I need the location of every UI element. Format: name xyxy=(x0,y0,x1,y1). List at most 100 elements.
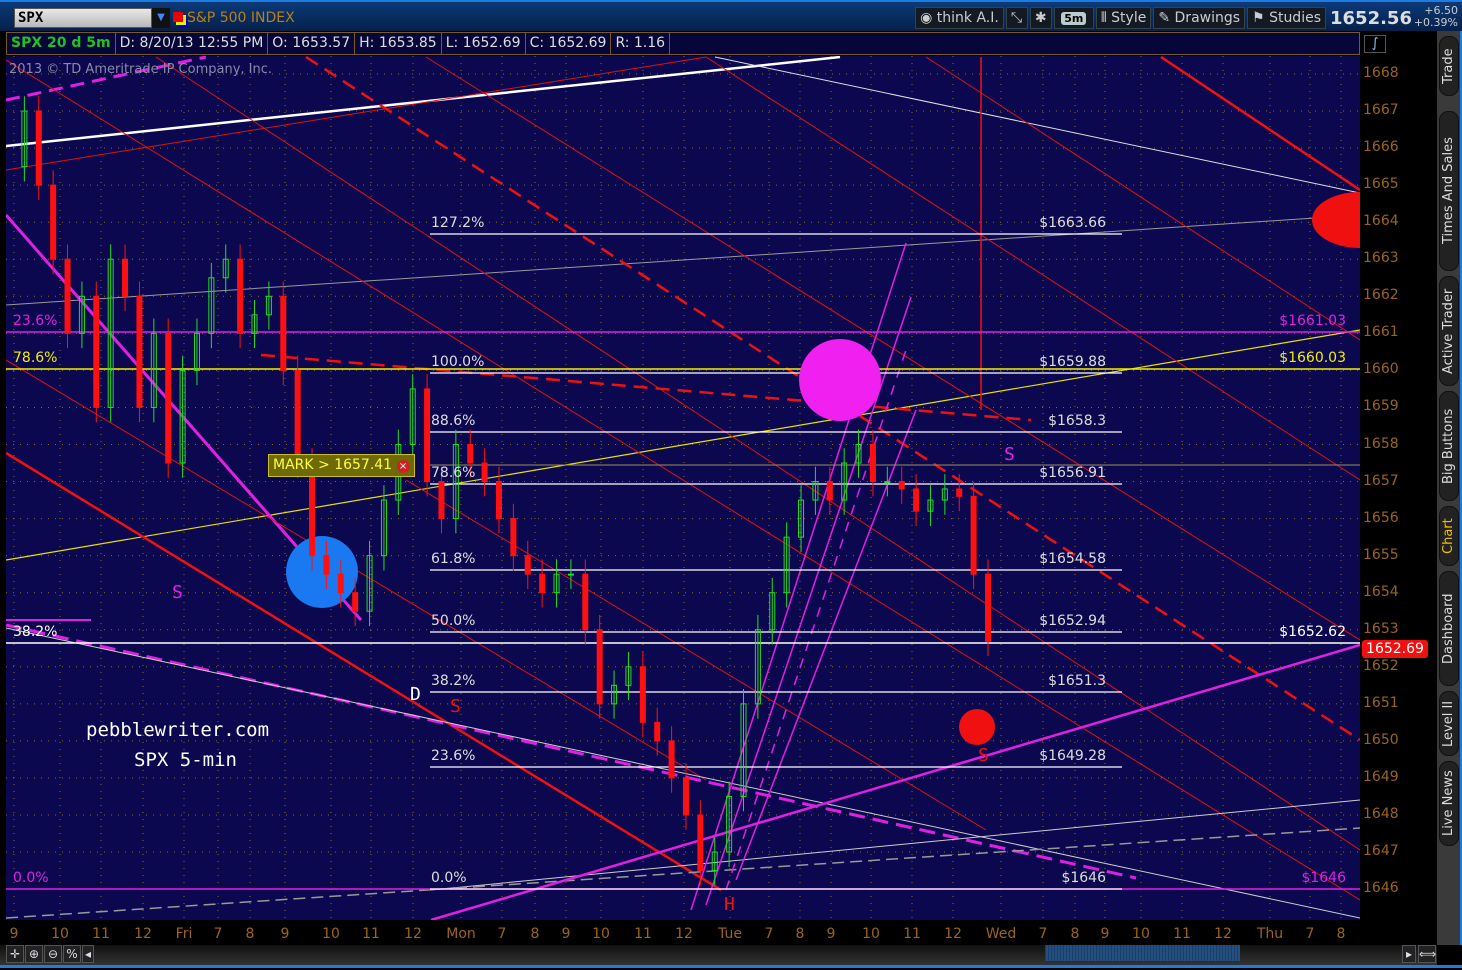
fib-pct-label: 127.2% xyxy=(431,215,485,231)
candle-body xyxy=(481,462,488,483)
mark-price-label: MARK > 1657.41 × xyxy=(268,454,415,477)
candle-body xyxy=(122,258,129,297)
side-tab-level-ii[interactable]: Level II xyxy=(1439,691,1459,756)
studies-button[interactable]: ⚑ Studies xyxy=(1247,7,1326,29)
chart-title[interactable]: SPX 20 d 5m xyxy=(7,33,116,54)
price-tick-label: 1656 xyxy=(1363,509,1399,526)
zoom-out-button[interactable]: ⊖ xyxy=(44,945,62,963)
fib-pct-label: 61.8% xyxy=(431,551,476,567)
candle-body xyxy=(639,666,646,723)
price-tick-label: 1646 xyxy=(1363,880,1399,897)
toolbar-buttons: ◉ think A.I. ⤡ ✱ 5m ⫴ Style ✎ Drawings ⚑… xyxy=(915,7,1326,29)
percent-icon: % xyxy=(66,947,78,961)
bar-high: H: 1653.85 xyxy=(355,33,442,54)
channel-line-magenta xyxy=(735,409,917,881)
candle-body xyxy=(596,629,603,705)
time-tick-label: 12 xyxy=(1214,926,1232,942)
time-tick-label: 12 xyxy=(404,926,422,942)
time-axis[interactable]: 9 10 11 12 Fri 7 8 9 10 11 12 Mon 7 8 9 10 11 12 Tue 7 8 9 10 1… xyxy=(6,920,1360,945)
drawing-tools-button[interactable]: ⤡ xyxy=(1005,7,1028,29)
level-pct-label: 0.0% xyxy=(13,870,49,886)
red-ellipse xyxy=(1312,192,1360,248)
level-price-label: $1652.62 xyxy=(1279,624,1346,640)
expand-button[interactable]: ⟺ xyxy=(1418,945,1436,963)
copyright-text: 2013 © TD Ameritrade IP Company, Inc. xyxy=(9,62,273,77)
side-tab-active-trader[interactable]: Active Trader xyxy=(1439,276,1459,386)
channel-line-magenta xyxy=(705,296,912,906)
side-tab-dashboard[interactable]: Dashboard xyxy=(1439,571,1459,686)
think-ai-button[interactable]: ◉ think A.I. xyxy=(915,7,1004,29)
pan-button[interactable]: ✛ xyxy=(6,945,24,963)
price-axis[interactable]: 1668 1667 1666 1665 1664 1663 1662 1661 1660 1659… xyxy=(1360,56,1437,920)
fib-price-label: $1649.28 xyxy=(1039,748,1106,764)
level-pct-label: 78.6% xyxy=(13,350,58,366)
pattern-marker: S xyxy=(978,745,989,766)
scroll-left-button[interactable]: ◂ xyxy=(82,945,94,963)
study-toggle-button[interactable]: ∫ xyxy=(1364,35,1386,53)
candle-body xyxy=(50,184,57,260)
curve-icon: ∫ xyxy=(1371,36,1379,51)
symbol-input[interactable]: SPX xyxy=(14,8,152,28)
price-tick-label: 1650 xyxy=(1363,731,1399,748)
candle-icon: ⫴ xyxy=(1100,10,1107,26)
time-tick-label: Mon xyxy=(446,926,476,942)
candle-body xyxy=(352,592,359,612)
style-button[interactable]: ⫴ Style xyxy=(1095,7,1152,29)
chart-plot-area[interactable]: 2013 © TD Ameritrade IP Company, Inc. 12… xyxy=(6,56,1360,920)
price-tick-label: 1648 xyxy=(1363,806,1399,822)
fib-price-label: $1646 xyxy=(1061,870,1106,886)
symbol-link-icon[interactable] xyxy=(173,12,183,22)
fib-pct-label: 88.6% xyxy=(431,413,476,429)
fib-pct-label: 50.0% xyxy=(431,613,476,629)
style-label: Style xyxy=(1111,10,1147,26)
chart-svg xyxy=(6,56,1360,920)
pencil-icon: ✎ xyxy=(1158,10,1171,26)
candle-body xyxy=(711,851,718,872)
trendline-magenta xyxy=(430,643,1360,920)
close-icon[interactable]: × xyxy=(396,460,410,473)
zoom-in-button[interactable]: ⊕ xyxy=(25,945,43,963)
settings-button[interactable]: ✱ xyxy=(1029,7,1052,29)
scroll-right-button[interactable]: ▸ xyxy=(1402,945,1416,963)
studies-label: Studies xyxy=(1269,10,1321,26)
fib-pct-label: 78.6% xyxy=(431,465,476,481)
percent-button[interactable]: % xyxy=(63,945,81,963)
pattern-marker: S xyxy=(450,696,461,717)
symbol-dropdown-icon[interactable]: ▼ xyxy=(152,8,170,28)
channel-line-magenta xyxy=(725,349,907,891)
timeframe-button[interactable]: 5m xyxy=(1053,7,1094,29)
time-tick-label: 7 xyxy=(497,926,507,942)
side-tab-big-buttons[interactable]: Big Buttons xyxy=(1439,391,1459,501)
drawings-button[interactable]: ✎ Drawings xyxy=(1153,7,1246,29)
price-tick-label: 1651 xyxy=(1363,694,1399,711)
arrow-right-icon: ▸ xyxy=(1405,947,1413,961)
time-tick-label: 8 xyxy=(1336,926,1346,942)
time-tick-label: 8 xyxy=(795,926,805,942)
horizontal-scrollbar[interactable] xyxy=(1045,945,1240,961)
time-tick-label: 12 xyxy=(675,926,693,942)
side-tab-live-news[interactable]: Live News xyxy=(1439,761,1459,846)
pattern-marker: S xyxy=(1004,444,1015,465)
bar-date: D: 8/20/13 12:55 PM xyxy=(116,33,269,54)
time-tick-label: 8 xyxy=(245,926,255,942)
zoom-out-icon: ⊖ xyxy=(47,947,59,961)
candle-body xyxy=(294,369,301,464)
side-tab-trade[interactable]: Trade xyxy=(1439,36,1459,96)
side-tab-chart[interactable]: Chart xyxy=(1439,506,1459,566)
candle-body xyxy=(107,258,114,408)
fib-pct-label: 0.0% xyxy=(431,870,467,886)
candle-body xyxy=(265,295,272,316)
fib-price-label: $1654.58 xyxy=(1039,551,1106,567)
candle-body xyxy=(783,536,790,594)
think-ai-icon: ◉ xyxy=(920,10,933,26)
price-tick-label: 1664 xyxy=(1363,213,1399,230)
arrow-left-icon: ◂ xyxy=(84,947,92,961)
time-tick-label: 10 xyxy=(322,926,340,942)
time-tick-label: 7 xyxy=(213,926,223,942)
watermark-caption: SPX 5-min xyxy=(134,749,237,771)
trendline-gray xyxy=(6,214,1360,306)
candle-body xyxy=(611,684,618,705)
side-tab-times-and-sales[interactable]: Times And Sales xyxy=(1439,111,1459,271)
candle-body xyxy=(668,740,675,779)
bar-low: L: 1652.69 xyxy=(442,33,526,54)
